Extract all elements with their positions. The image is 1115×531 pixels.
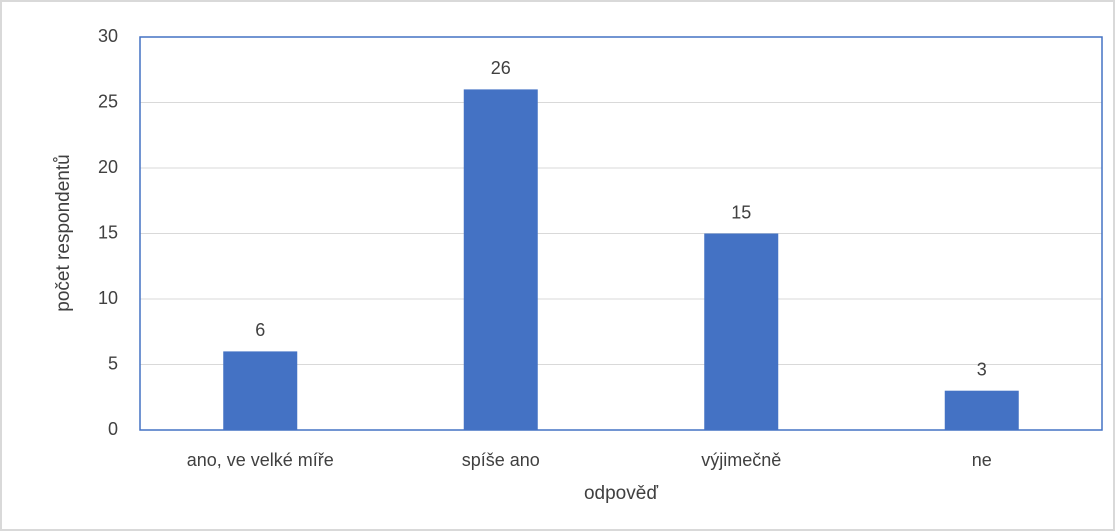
bar: [944, 390, 1019, 430]
bar: [463, 89, 538, 431]
y-tick-label: 15: [98, 222, 118, 242]
x-tick-label: výjimečně: [701, 450, 781, 470]
x-tick-label: ne: [972, 450, 992, 470]
x-tick-label: spíše ano: [462, 450, 540, 470]
y-tick-label: 10: [98, 288, 118, 308]
plot-border: [139, 36, 1103, 431]
y-tick-label: 5: [108, 353, 118, 373]
value-label: 15: [731, 202, 751, 222]
value-label: 6: [255, 320, 265, 340]
y-axis-title: počet respondentů: [53, 154, 74, 311]
y-tick-label: 30: [98, 26, 118, 46]
x-axis-title: odpověď: [584, 483, 658, 504]
bar: [704, 233, 779, 430]
bar: [223, 351, 298, 430]
value-label: 26: [491, 58, 511, 78]
value-label: 3: [977, 359, 987, 379]
y-tick-label: 20: [98, 157, 118, 177]
y-tick-label: 25: [98, 91, 118, 111]
y-tick-label: 0: [108, 419, 118, 439]
x-tick-label: ano, ve velké míře: [187, 450, 334, 470]
